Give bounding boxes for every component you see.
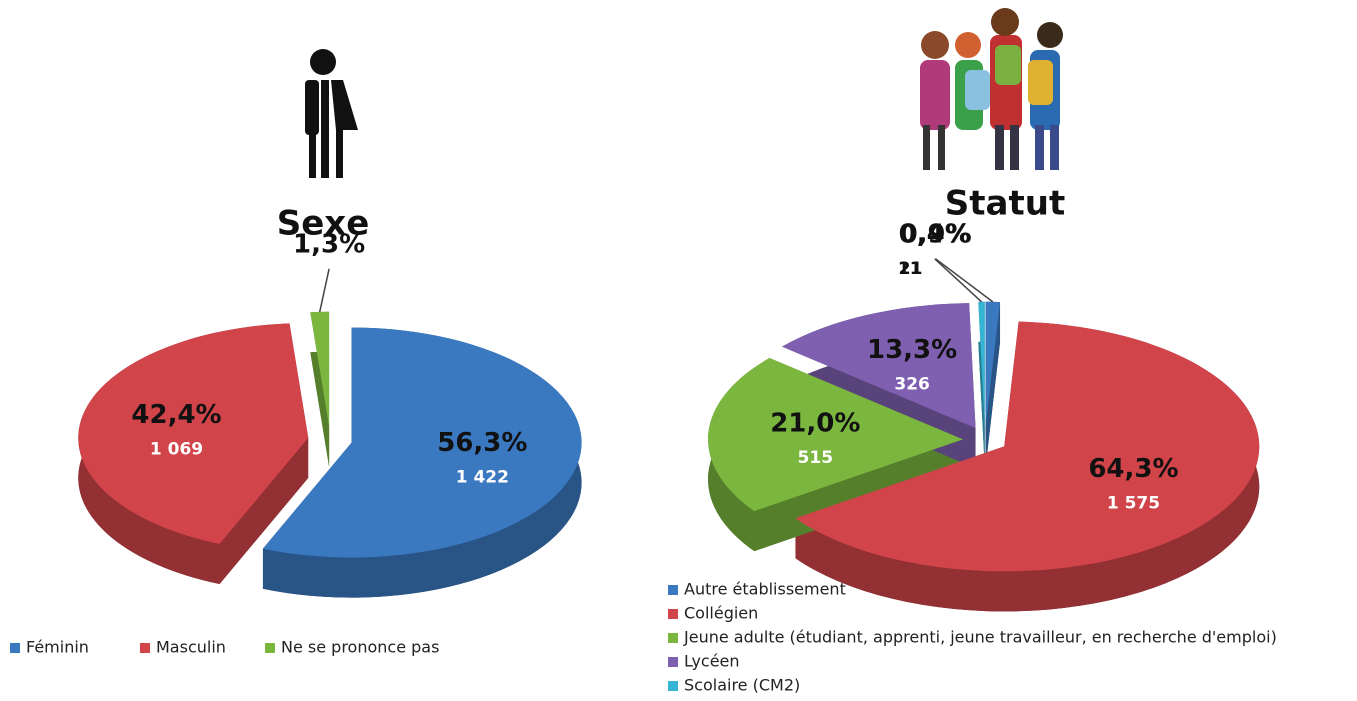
slice (782, 303, 976, 429)
leader-line (934, 258, 983, 303)
count-label: 326 (894, 375, 930, 395)
slice (795, 321, 1260, 572)
slice (262, 327, 582, 558)
legend-label: Autre établissement (684, 580, 846, 599)
count-label: 21 (899, 259, 923, 279)
leader-line (318, 268, 330, 313)
chart-title: Sexe (277, 204, 370, 244)
slice-edge (795, 321, 1260, 612)
legend-swatch (668, 585, 678, 595)
legend-swatch (668, 681, 678, 691)
slice-edge (978, 301, 985, 467)
slice (708, 357, 964, 512)
legend-label: Masculin (156, 638, 226, 657)
percent-label: 21,0% (770, 408, 860, 438)
legend-swatch (10, 643, 20, 653)
legend-swatch (668, 609, 678, 619)
count-label: 1 422 (456, 468, 509, 488)
percent-label: 42,4% (131, 400, 221, 430)
legend-label: Jeune adulte (étudiant, apprenti, jeune … (683, 628, 1277, 647)
legend-label: Lycéen (684, 652, 740, 671)
count-label: 11 (898, 259, 922, 279)
students-icon (920, 8, 1063, 170)
percent-label: 1,3% (293, 229, 365, 259)
percent-label: 0,4% (899, 219, 971, 249)
percent-label: 56,3% (437, 428, 527, 458)
percent-label: 64,3% (1088, 454, 1178, 484)
percent-label: 0,9% (900, 219, 972, 249)
legend-swatch (140, 643, 150, 653)
count-label: 1 575 (1107, 494, 1160, 514)
legend-label: Ne se prononce pas (281, 638, 439, 657)
count-label: 515 (798, 448, 834, 468)
legend-swatch (265, 643, 275, 653)
slice (310, 311, 330, 427)
slice (978, 301, 985, 427)
legend-swatch (668, 633, 678, 643)
pie: 56,3% 1 422 42,4% 1 069 1,3% (78, 229, 582, 598)
count-label: 1 069 (150, 440, 203, 460)
slice (985, 301, 1001, 427)
chart-title: Statut (945, 184, 1065, 224)
percent-label: 13,3% (867, 335, 957, 365)
pie: 0,9% 21 64,3% 1 575 21,0% 515 13,3% 326 0,4% 11 (708, 219, 1260, 612)
legend-label: Collégien (684, 604, 758, 623)
legend-swatch (668, 657, 678, 667)
person-icon (305, 49, 358, 178)
slice (78, 323, 309, 545)
leader-line (935, 258, 994, 303)
slice-edge (985, 301, 1001, 467)
legend-label: Scolaire (CM2) (684, 676, 800, 695)
legend-label: Féminin (26, 638, 89, 657)
